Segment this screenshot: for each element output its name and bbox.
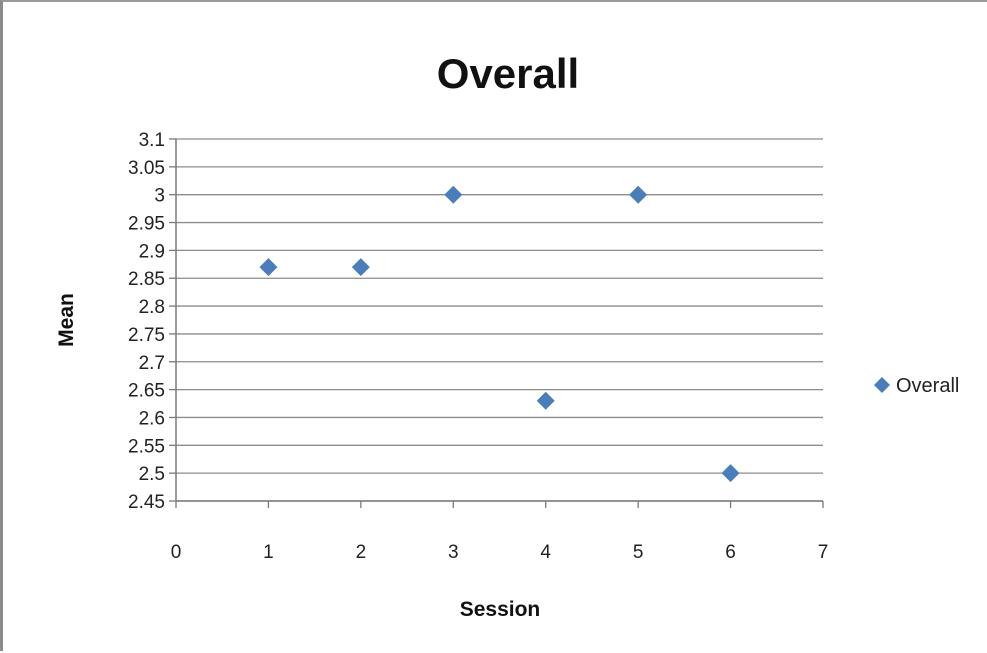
x-tick-label: 1 [263, 542, 274, 563]
y-tick-label: 2.5 [139, 464, 165, 485]
x-tick-label: 0 [171, 542, 182, 563]
data-point [629, 185, 648, 204]
data-point [536, 391, 555, 410]
y-tick-label: 2.8 [139, 297, 165, 318]
y-tick-label: 2.45 [128, 492, 165, 513]
data-point [444, 185, 463, 204]
y-tick-labels: 2.45 2.5 2.55 2.6 2.65 2.7 2.75 2.8 2.85 2.9 2.95 3… [128, 130, 165, 513]
y-tick-label: 2.55 [128, 436, 165, 457]
legend-marker [874, 377, 890, 393]
y-tick-label: 3.05 [128, 158, 165, 179]
x-tick-label: 4 [540, 542, 551, 563]
x-tick-label: 7 [818, 542, 829, 563]
scatter-chart: Overall 2.45 2.5 2.55 2.6 2.65 2.7 2.75 2.8 2.85… [55, 50, 959, 621]
axes [169, 138, 824, 508]
y-tick-label: 2.6 [139, 408, 165, 429]
y-tick-label: 2.95 [128, 214, 165, 235]
y-tick-label: 2.75 [128, 325, 165, 346]
y-tick-label: 2.7 [139, 353, 165, 374]
y-tick-label: 3.1 [139, 130, 165, 151]
data-point [259, 258, 278, 277]
x-tick-label: 2 [356, 542, 367, 563]
data-points [259, 185, 740, 483]
y-tick-label: 2.9 [139, 241, 165, 262]
y-tick-label: 2.85 [128, 269, 165, 290]
legend: Overall [874, 375, 959, 397]
x-tick-label: 6 [725, 542, 736, 563]
y-tick-label: 3 [154, 186, 165, 207]
gridlines [176, 138, 823, 502]
x-tick-label: 3 [448, 542, 459, 563]
x-tick-label: 5 [633, 542, 644, 563]
y-axis-title: Mean [55, 293, 78, 347]
y-tick-label: 2.65 [128, 381, 165, 402]
x-axis-title: Session [460, 598, 541, 621]
x-tick-labels: 0 1 2 3 4 5 6 7 [171, 542, 829, 563]
legend-label: Overall [896, 375, 959, 397]
data-point [721, 464, 740, 483]
chart-title: Overall [437, 50, 579, 97]
data-point [351, 258, 370, 277]
